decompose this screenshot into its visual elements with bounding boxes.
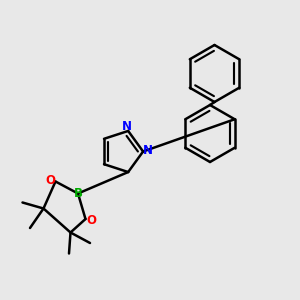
Text: O: O [86, 214, 96, 227]
Text: O: O [45, 173, 55, 187]
Text: B: B [74, 187, 82, 200]
Text: N: N [142, 143, 153, 157]
Text: N: N [122, 120, 132, 133]
